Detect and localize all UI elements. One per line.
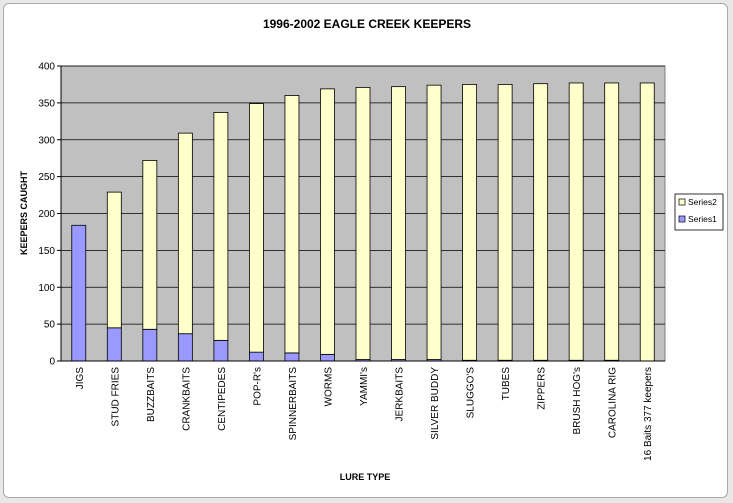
x-tick-label: WORMS xyxy=(323,367,334,407)
bar-series1-2 xyxy=(142,328,158,362)
bar-series2-4 xyxy=(213,112,229,341)
y-tick-label: 150 xyxy=(38,246,55,257)
bar-series2-12 xyxy=(497,84,513,361)
bar-series1-3 xyxy=(177,333,193,362)
bar-series2-10 xyxy=(426,84,442,360)
legend-label-series1: Series1 xyxy=(688,214,717,224)
y-tick-label: 300 xyxy=(38,135,55,146)
x-axis-ticks: JIGS STUD FRIES BUZZBAITS CRANKBAITS CENTIPE… xyxy=(75,367,654,461)
bar-series2-15 xyxy=(604,82,620,361)
x-tick-label: POP-R's xyxy=(252,367,263,406)
x-tick-label: SPINNERBAITS xyxy=(288,367,299,441)
bar-series2-13 xyxy=(533,83,549,361)
x-tick-label: BRUSH HOG's xyxy=(572,367,583,434)
bar-series2-5 xyxy=(249,103,264,353)
legend: Series2 Series1 xyxy=(674,193,724,231)
bar-series1-0 xyxy=(71,224,87,362)
bar-series1-5 xyxy=(249,351,264,362)
y-tick-label: 0 xyxy=(49,357,55,368)
bar-series1-4 xyxy=(213,339,229,362)
x-tick-label: BUZZBAITS xyxy=(146,367,157,422)
bar-series2-1 xyxy=(106,191,122,329)
x-tick-label: YAMMI's xyxy=(359,367,370,406)
y-tick-label: 400 xyxy=(38,62,55,73)
bar-series2-6 xyxy=(284,95,300,354)
bars xyxy=(71,82,655,362)
bar-series1-7 xyxy=(320,353,335,362)
x-tick-label: SLUGGO'S xyxy=(466,367,477,419)
bar-series2-11 xyxy=(462,84,477,361)
bar-series2-14 xyxy=(568,82,584,361)
y-tick-label: 200 xyxy=(38,209,55,220)
x-tick-label: CAROLINA RIG xyxy=(608,367,619,438)
legend-label-series2: Series2 xyxy=(688,197,717,207)
x-axis-title: LURE TYPE xyxy=(340,472,391,482)
x-tick-label: CENTIPEDES xyxy=(217,367,228,431)
bar-series2-8 xyxy=(355,86,371,360)
x-tick-label: 16 Baits 377 keepers xyxy=(643,367,654,461)
y-tick-label: 250 xyxy=(38,172,55,183)
legend-swatch-series1 xyxy=(678,215,686,223)
x-tick-label: TUBES xyxy=(501,367,512,401)
y-tick-label: 100 xyxy=(38,283,55,294)
bar-series2-2 xyxy=(142,159,158,330)
bar-series2-9 xyxy=(391,86,406,360)
x-tick-label: STUD FRIES xyxy=(110,367,121,427)
bar-series1-6 xyxy=(284,352,300,362)
bar-series2-3 xyxy=(177,132,193,335)
legend-swatch-series2 xyxy=(678,198,686,206)
x-tick-label: SILVER BUDDY xyxy=(430,367,441,440)
x-tick-label: JERKBAITS xyxy=(395,367,406,422)
bar-series2-7 xyxy=(320,88,335,355)
y-tick-label: 50 xyxy=(44,320,56,331)
y-axis-ticks: 0 50 100 150 200 250 300 350 400 xyxy=(38,62,665,368)
bar-series2-16 xyxy=(639,82,655,362)
y-axis-title: KEEPERS CAUGHT xyxy=(19,170,29,255)
bar-series1-1 xyxy=(106,327,122,362)
chart-title: 1996-2002 EAGLE CREEK KEEPERS xyxy=(263,17,471,31)
x-tick-label: JIGS xyxy=(75,367,86,390)
x-tick-label: CRANKBAITS xyxy=(181,367,192,431)
y-tick-label: 350 xyxy=(38,98,55,109)
x-tick-label: ZIPPERS xyxy=(537,367,548,410)
